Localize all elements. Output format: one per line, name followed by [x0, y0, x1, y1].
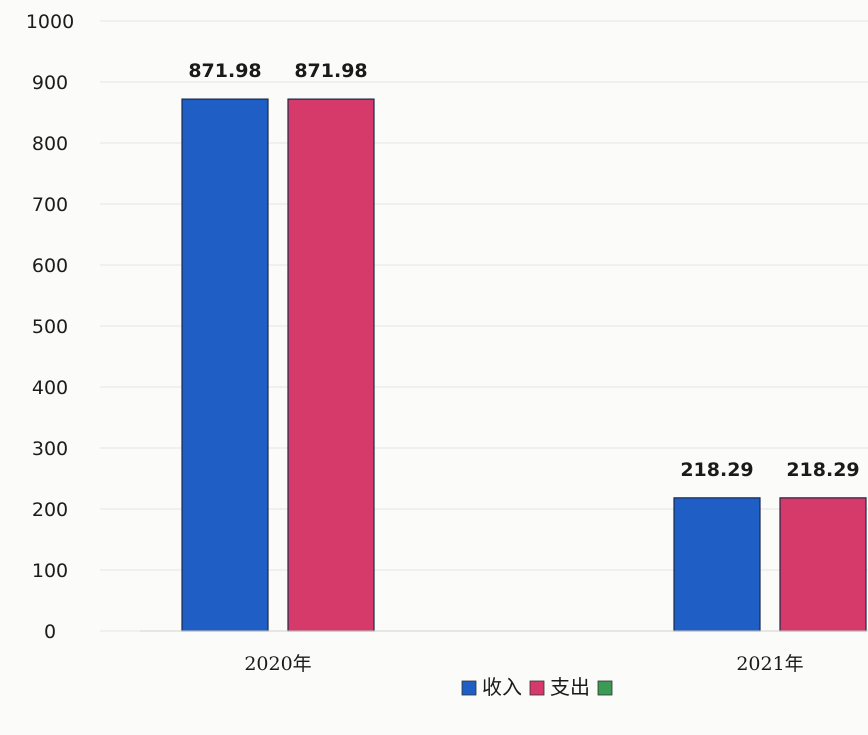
data-label: 871.98 — [294, 60, 367, 82]
legend-swatch — [461, 680, 477, 696]
y-tick-label: 900 — [32, 72, 68, 94]
legend: 收入 支出 — [461, 675, 613, 699]
bar-expense-0 — [287, 98, 375, 632]
y-tick-label: 100 — [32, 560, 68, 582]
bar-income-1 — [673, 497, 761, 632]
y-tick-label: 400 — [32, 377, 68, 399]
y-axis: 0 100 200 300 400 500 600 700 800 900 1000 — [26, 11, 74, 643]
bar-expense-1 — [779, 497, 867, 632]
bars — [181, 98, 867, 632]
legend-label: 支出 — [550, 675, 590, 699]
y-tick-label: 0 — [44, 621, 56, 643]
y-tick-label: 1000 — [26, 11, 74, 33]
y-tick-label: 300 — [32, 438, 68, 460]
data-label: 218.29 — [680, 459, 753, 481]
data-label: 871.98 — [188, 60, 261, 82]
y-tick-label: 700 — [32, 194, 68, 216]
data-label: 218.29 — [786, 459, 859, 481]
y-tick-label: 600 — [32, 255, 68, 277]
category-label: 2020年 — [244, 653, 311, 675]
category-label: 2021年 — [736, 653, 803, 675]
data-labels: 871.98 871.98 218.29 218.29 — [188, 60, 859, 481]
y-tick-label: 500 — [32, 316, 68, 338]
legend-label: 收入 — [482, 675, 522, 699]
y-tick-label: 200 — [32, 499, 68, 521]
x-axis: 2020年 2021年 — [140, 630, 868, 675]
legend-swatch — [597, 680, 613, 696]
bar-income-0 — [181, 98, 269, 632]
y-tick-label: 800 — [32, 133, 68, 155]
legend-swatch — [529, 680, 545, 696]
